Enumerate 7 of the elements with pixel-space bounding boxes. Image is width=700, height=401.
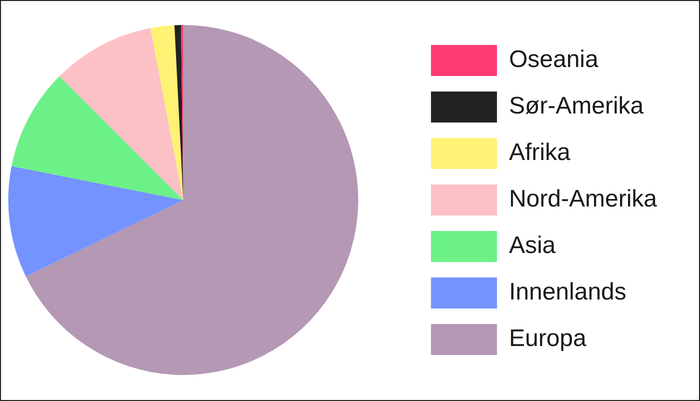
legend-label: Afrika (508, 139, 571, 166)
legend-label: Oseania (508, 46, 600, 74)
legend-label: Nord-Amerika (508, 186, 658, 213)
legend-label: Europa (508, 325, 588, 352)
legend-label: Asia (508, 232, 556, 260)
legend-label: Sør-Amerika (508, 92, 644, 120)
legend-label: Innenlands (508, 278, 626, 306)
